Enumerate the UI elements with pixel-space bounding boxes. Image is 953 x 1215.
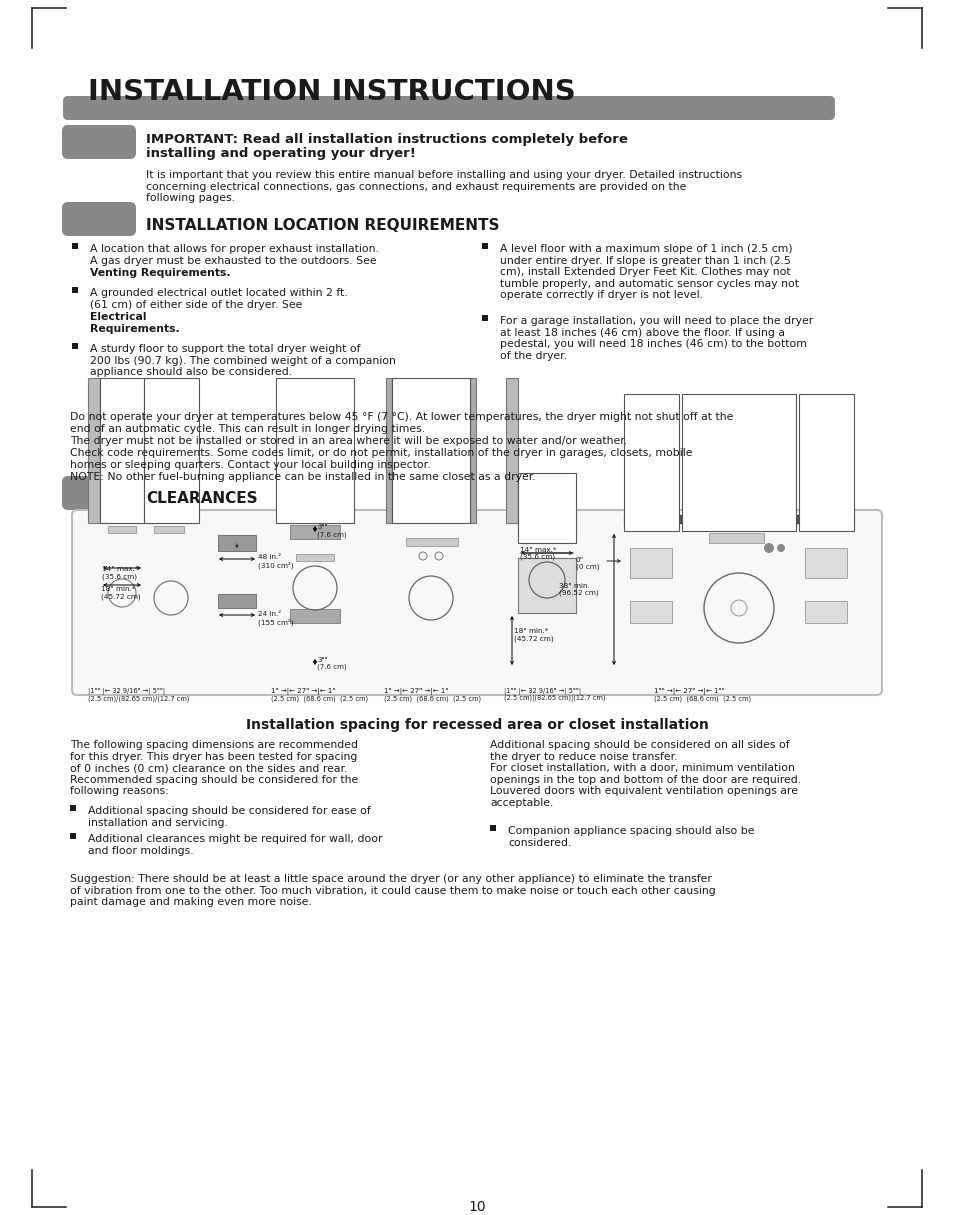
Bar (70, 833, 76, 840)
Bar (505, 378, 517, 522)
Bar (71, 343, 78, 349)
FancyBboxPatch shape (63, 96, 834, 120)
Text: 0"
(0 cm): 0" (0 cm) (576, 556, 598, 571)
Bar (275, 378, 354, 522)
Bar (88, 378, 100, 522)
FancyBboxPatch shape (71, 510, 882, 695)
Text: NOTE: No other fuel-burning appliance can be installed in the same closet as a d: NOTE: No other fuel-burning appliance ca… (70, 471, 535, 482)
Bar (71, 243, 78, 249)
Text: (2.5 cm)  (68.6 cm)  (2.5 cm): (2.5 cm) (68.6 cm) (2.5 cm) (384, 695, 480, 701)
Text: 38" min.
(96.52 cm): 38" min. (96.52 cm) (558, 583, 598, 597)
Text: IMPORTANT: Read all installation instructions completely before: IMPORTANT: Read all installation instruc… (146, 132, 627, 146)
Bar (153, 526, 184, 533)
Text: Check code requirements. Some codes limit, or do not permit, installation of the: Check code requirements. Some codes limi… (70, 448, 692, 458)
Text: A level floor with a maximum slope of 1 inch (2.5 cm)
under entire dryer. If slo: A level floor with a maximum slope of 1 … (499, 244, 799, 300)
Text: Additional clearances might be required for wall, door
and floor moldings.: Additional clearances might be required … (88, 833, 382, 855)
Bar (218, 594, 255, 608)
Text: A grounded electrical outlet located within 2 ft.: A grounded electrical outlet located wit… (90, 288, 347, 298)
Bar (629, 601, 671, 623)
Text: A gas dryer must be exhausted to the outdoors. See: A gas dryer must be exhausted to the out… (90, 256, 376, 266)
FancyBboxPatch shape (62, 476, 136, 510)
Text: 10: 10 (468, 1200, 485, 1214)
Text: (2.5 cm)|(82.65 cm)|(12.7 cm): (2.5 cm)|(82.65 cm)|(12.7 cm) (503, 695, 605, 702)
Text: 3""
(7.6 cm): 3"" (7.6 cm) (316, 524, 346, 537)
Text: installing and operating your dryer!: installing and operating your dryer! (146, 147, 416, 160)
Text: |1"" |← 32 9/16" →| 5""|: |1"" |← 32 9/16" →| 5""| (503, 688, 580, 695)
Bar (70, 806, 76, 810)
Bar (481, 315, 488, 321)
Bar (386, 378, 392, 522)
Text: 18" min.*
(45.72 cm): 18" min.* (45.72 cm) (101, 586, 140, 599)
Text: INSTALLATION INSTRUCTIONS: INSTALLATION INSTRUCTIONS (88, 78, 576, 106)
FancyBboxPatch shape (62, 125, 136, 159)
Bar (623, 515, 853, 522)
Bar (623, 394, 679, 531)
Text: (2.5 cm)/(82.65 cm)/(12.7 cm): (2.5 cm)/(82.65 cm)/(12.7 cm) (88, 695, 190, 701)
Circle shape (763, 543, 773, 553)
Text: 48 in.²
(310 cm²): 48 in.² (310 cm²) (257, 554, 294, 569)
Bar (804, 548, 846, 578)
Text: (2.5 cm)  (68.6 cm)  (2.5 cm): (2.5 cm) (68.6 cm) (2.5 cm) (271, 695, 368, 701)
Text: CLEARANCES: CLEARANCES (146, 491, 257, 505)
Bar (392, 378, 470, 522)
Text: homes or sleeping quarters. Contact your local building inspector.: homes or sleeping quarters. Contact your… (70, 460, 430, 470)
Text: Electrical: Electrical (90, 312, 147, 322)
Bar (490, 825, 496, 831)
Text: 18" min.*
(45.72 cm): 18" min.* (45.72 cm) (514, 628, 553, 642)
Bar (708, 533, 763, 543)
Bar (629, 548, 671, 578)
Text: Additional spacing should be considered for ease of
installation and servicing.: Additional spacing should be considered … (88, 806, 371, 827)
Bar (481, 243, 488, 249)
Bar (517, 558, 576, 614)
Text: For a garage installation, you will need to place the dryer
at least 18 inches (: For a garage installation, you will need… (499, 316, 812, 361)
Text: 1" →|← 27" →|← 1": 1" →|← 27" →|← 1" (384, 688, 448, 695)
Bar (295, 554, 334, 561)
Text: Additional spacing should be considered on all sides of
the dryer to reduce nois: Additional spacing should be considered … (490, 740, 801, 808)
Text: 1" →|← 27" →|← 1": 1" →|← 27" →|← 1" (271, 688, 335, 695)
Text: The dryer must not be installed or stored in an area where it will be exposed to: The dryer must not be installed or store… (70, 436, 626, 446)
Bar (406, 538, 457, 546)
FancyBboxPatch shape (62, 202, 136, 236)
Text: Installation spacing for recessed area or closet installation: Installation spacing for recessed area o… (245, 718, 708, 731)
Text: 3""
(7.6 cm): 3"" (7.6 cm) (316, 657, 346, 671)
Bar (100, 378, 144, 522)
Text: 24 in.²
(155 cm²): 24 in.² (155 cm²) (257, 611, 294, 626)
Text: A sturdy floor to support the total dryer weight of
200 lbs (90.7 kg). The combi: A sturdy floor to support the total drye… (90, 344, 395, 377)
Text: Suggestion: There should be at least a little space around the dryer (or any oth: Suggestion: There should be at least a l… (70, 874, 715, 908)
Text: A location that allows for proper exhaust installation.: A location that allows for proper exhaus… (90, 244, 378, 254)
Text: It is important that you review this entire manual before installing and using y: It is important that you review this ent… (146, 170, 741, 203)
Bar (71, 287, 78, 293)
Circle shape (776, 544, 784, 552)
Text: (61 cm) of either side of the dryer. See: (61 cm) of either side of the dryer. See (90, 300, 306, 310)
Bar (290, 609, 339, 623)
Text: |1"" |← 32 9/16" →| 5""|: |1"" |← 32 9/16" →| 5""| (88, 688, 165, 695)
Text: (2.5 cm)  (68.6 cm)  (2.5 cm): (2.5 cm) (68.6 cm) (2.5 cm) (654, 695, 750, 701)
Text: Companion appliance spacing should also be
considered.: Companion appliance spacing should also … (507, 826, 754, 848)
Bar (290, 525, 339, 539)
Bar (799, 394, 853, 531)
Bar (681, 394, 795, 531)
Text: Requirements.: Requirements. (90, 324, 179, 334)
Bar (470, 378, 476, 522)
Text: INSTALLATION LOCATION REQUIREMENTS: INSTALLATION LOCATION REQUIREMENTS (146, 217, 499, 233)
Bar (804, 601, 846, 623)
Text: The following spacing dimensions are recommended
for this dryer. This dryer has : The following spacing dimensions are rec… (70, 740, 358, 796)
Bar (218, 535, 255, 550)
Text: Do not operate your dryer at temperatures below 45 °F (7 °C). At lower temperatu: Do not operate your dryer at temperature… (70, 412, 733, 422)
Text: 14" max.*
(35.6 cm): 14" max.* (35.6 cm) (102, 566, 138, 580)
Text: Venting Requirements.: Venting Requirements. (90, 269, 231, 278)
Text: 14" max.*
(35.6 cm): 14" max.* (35.6 cm) (519, 547, 556, 560)
Bar (144, 378, 199, 522)
Text: 1"" →|← 27" →|← 1"": 1"" →|← 27" →|← 1"" (654, 688, 724, 695)
Bar (517, 473, 576, 543)
Text: end of an automatic cycle. This can result in longer drying times.: end of an automatic cycle. This can resu… (70, 424, 425, 434)
Bar (108, 526, 136, 533)
